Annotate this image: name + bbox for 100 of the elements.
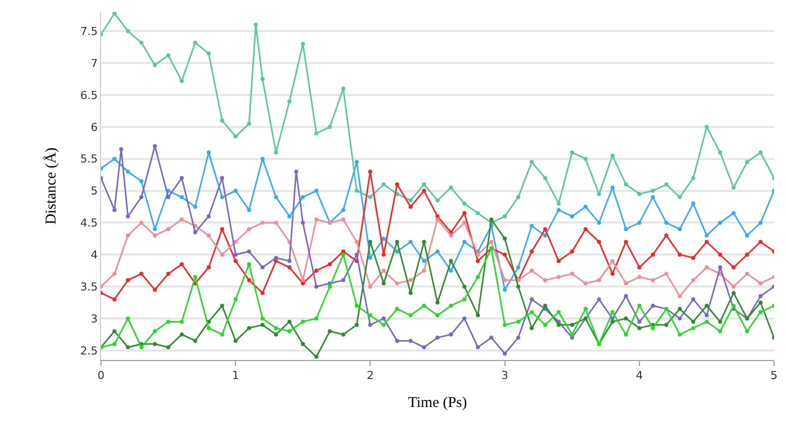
point (152, 63, 157, 67)
y-tick-label: 4 (90, 248, 98, 262)
point (180, 195, 184, 200)
point (462, 220, 466, 225)
point (287, 214, 292, 218)
point (584, 281, 588, 286)
point (126, 345, 130, 350)
point (395, 281, 400, 286)
point (758, 240, 763, 244)
point (691, 326, 696, 330)
point (166, 195, 170, 200)
point (354, 240, 359, 244)
point (422, 240, 426, 244)
point (543, 227, 548, 232)
point (570, 272, 574, 276)
point (556, 322, 561, 327)
point (637, 274, 642, 279)
point (516, 284, 520, 289)
point (247, 122, 252, 126)
point (704, 265, 709, 270)
point (260, 290, 265, 295)
point (530, 326, 534, 330)
point (408, 240, 413, 244)
point (691, 320, 696, 324)
point (650, 304, 655, 308)
point (408, 338, 413, 343)
point (287, 265, 292, 270)
point (152, 342, 157, 346)
x-tick-label: 2 (366, 369, 374, 382)
point (260, 316, 265, 320)
point (314, 316, 318, 320)
point (193, 204, 198, 209)
x-tick-label: 4 (636, 369, 643, 382)
point (254, 22, 258, 27)
point (126, 170, 130, 174)
point (368, 240, 372, 244)
y-tick-label: 2.5 (80, 344, 98, 358)
point (704, 313, 709, 318)
point (758, 281, 763, 286)
point (570, 150, 574, 154)
point (543, 176, 548, 180)
point (678, 316, 682, 320)
point (637, 320, 642, 324)
point (234, 134, 238, 139)
point (247, 208, 252, 212)
point (328, 124, 332, 129)
point (584, 227, 588, 232)
point (476, 259, 480, 264)
point (166, 345, 170, 350)
point (247, 278, 252, 282)
point (368, 195, 372, 200)
point (556, 259, 561, 264)
point (664, 322, 668, 327)
point (624, 281, 628, 286)
point (732, 265, 736, 270)
point (119, 147, 124, 152)
point (530, 224, 534, 228)
point (624, 332, 628, 336)
point (328, 284, 332, 289)
point (395, 338, 400, 343)
point (341, 208, 346, 212)
point (180, 78, 184, 83)
point (502, 214, 507, 218)
point (206, 265, 211, 270)
y-tick-label: 5.5 (80, 152, 98, 166)
point (354, 322, 359, 327)
point (180, 332, 184, 336)
point (180, 218, 184, 222)
point (597, 192, 602, 196)
point (664, 272, 668, 276)
x-tick-label: 0 (98, 369, 104, 382)
point (516, 336, 520, 340)
point (341, 278, 346, 282)
point (328, 262, 332, 266)
point (300, 320, 305, 324)
point (637, 265, 642, 270)
point (678, 252, 682, 257)
point (314, 268, 318, 273)
point (287, 259, 292, 264)
point (247, 227, 252, 232)
point (294, 170, 298, 174)
point (112, 342, 116, 346)
point (448, 268, 453, 273)
point (516, 195, 520, 200)
point (180, 176, 184, 180)
y-tick-label: 6 (90, 120, 98, 134)
point (166, 53, 170, 58)
point (314, 188, 318, 193)
point (139, 345, 144, 350)
point (436, 336, 440, 340)
point (382, 322, 386, 327)
point (422, 268, 426, 273)
point (732, 290, 736, 295)
point (718, 220, 722, 225)
point (462, 297, 466, 302)
point (193, 274, 198, 279)
point (341, 332, 346, 336)
point (530, 249, 534, 254)
point (408, 278, 413, 282)
point (422, 188, 426, 193)
